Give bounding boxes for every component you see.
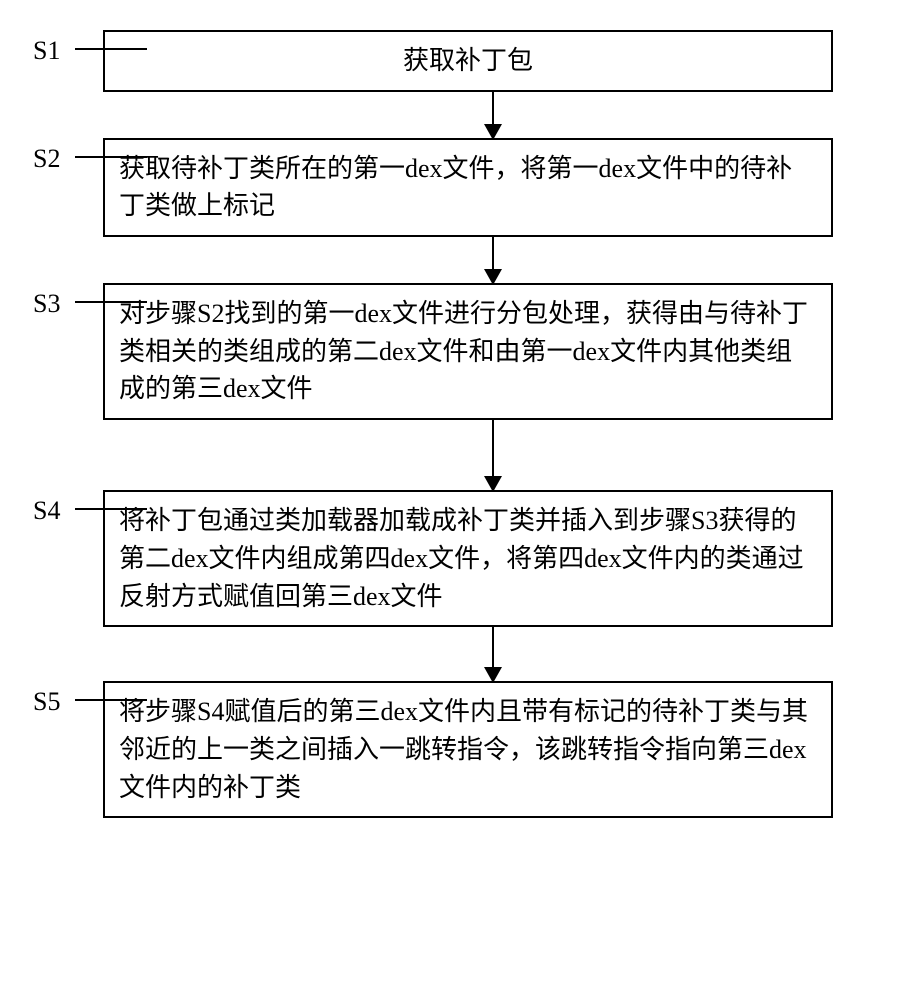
step-box: 将步骤S4赋值后的第三dex文件内且带有标记的待补丁类与其邻近的上一类之间插入一… [103,681,833,818]
arrow-connector [33,627,883,681]
flowchart-container: S1获取补丁包 S2获取待补丁类所在的第一dex文件，将第一dex文件中的待补丁类… [33,30,883,818]
step-label: S2 [33,138,103,174]
flowchart-step: S5将步骤S4赋值后的第三dex文件内且带有标记的待补丁类与其邻近的上一类之间插… [33,681,883,818]
arrow-connector [33,237,883,283]
flowchart-step: S3对步骤S2找到的第一dex文件进行分包处理，获得由与待补丁类相关的类组成的第… [33,283,883,420]
flowchart-step: S1获取补丁包 [33,30,883,92]
flowchart-step: S2获取待补丁类所在的第一dex文件，将第一dex文件中的待补丁类做上标记 [33,138,883,237]
down-arrow-icon [492,92,494,138]
step-label: S1 [33,30,103,66]
step-label: S3 [33,283,103,319]
step-box: 对步骤S2找到的第一dex文件进行分包处理，获得由与待补丁类相关的类组成的第二d… [103,283,833,420]
down-arrow-icon [492,237,494,283]
arrow-connector [33,420,883,490]
step-box: 获取待补丁类所在的第一dex文件，将第一dex文件中的待补丁类做上标记 [103,138,833,237]
down-arrow-icon [492,420,494,490]
step-box: 获取补丁包 [103,30,833,92]
step-label: S4 [33,490,103,526]
step-label: S5 [33,681,103,717]
arrow-connector [33,92,883,138]
flowchart-step: S4将补丁包通过类加载器加载成补丁类并插入到步骤S3获得的第二dex文件内组成第… [33,490,883,627]
step-box: 将补丁包通过类加载器加载成补丁类并插入到步骤S3获得的第二dex文件内组成第四d… [103,490,833,627]
down-arrow-icon [492,627,494,681]
